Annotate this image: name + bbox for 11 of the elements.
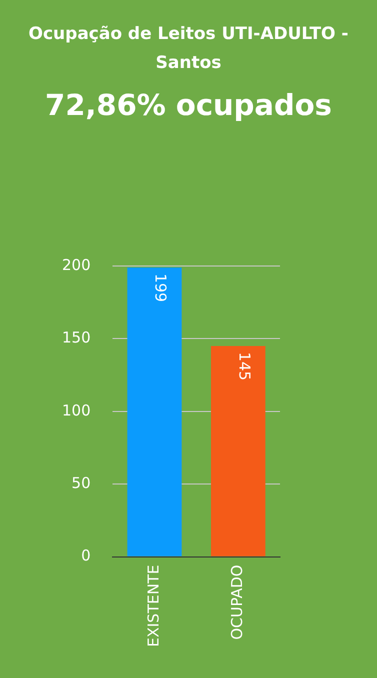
- data-label: 199: [152, 273, 170, 302]
- chart-title: Ocupação de Leitos UTI-ADULTO - Santos: [28, 23, 350, 75]
- y-tick-label: 150: [62, 328, 91, 347]
- y-tick-label: 0: [81, 546, 91, 565]
- y-tick-label: 200: [62, 256, 91, 274]
- y-tick-label: 100: [62, 401, 91, 420]
- x-tick-label: OCUPADO: [228, 564, 246, 640]
- x-tick-label: EXISTENTE: [144, 564, 162, 648]
- y-tick-label: 50: [72, 474, 91, 492]
- data-label: 145: [235, 352, 254, 381]
- chart-subtitle: 72,86% ocupados: [44, 88, 333, 122]
